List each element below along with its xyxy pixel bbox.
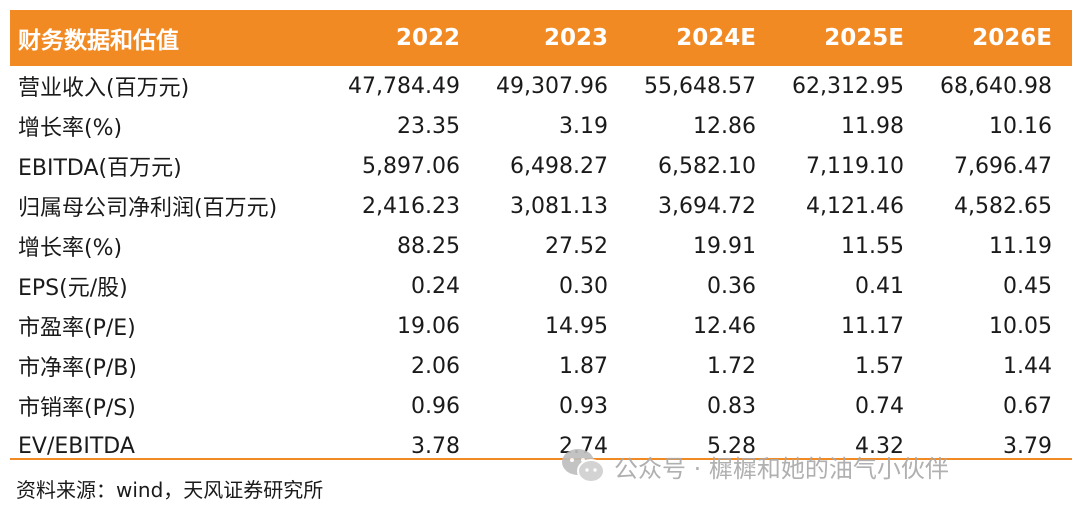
cell-value: 1.44: [1003, 353, 1052, 379]
cell-value: 14.95: [545, 313, 608, 339]
row-label: 市销率(P/S): [18, 396, 136, 421]
cell-value: 1.87: [559, 353, 608, 379]
table-row: 市净率(P/B) 2.06 1.87 1.72 1.57 1.44: [10, 346, 1072, 386]
cell-value: 4,121.46: [806, 193, 904, 219]
cell-value: 3,081.13: [510, 193, 608, 219]
cell-value: 11.19: [989, 233, 1052, 259]
cell-value: 0.36: [707, 273, 756, 299]
cell-value: 0.83: [707, 393, 756, 419]
table-row: EPS(元/股) 0.24 0.30 0.36 0.41 0.45: [10, 266, 1072, 306]
cell-value: 10.16: [989, 113, 1052, 139]
row-label: EBITDA(百万元): [18, 156, 182, 181]
cell-value: 11.17: [841, 313, 904, 339]
cell-value: 19.06: [397, 313, 460, 339]
cell-value: 68,640.98: [940, 73, 1052, 99]
cell-value: 3.79: [1003, 433, 1052, 459]
year-header: 2022: [395, 25, 460, 51]
row-label: EPS(元/股): [18, 276, 128, 301]
cell-value: 0.74: [855, 393, 904, 419]
cell-value: 7,696.47: [954, 153, 1052, 179]
table-row: 营业收入(百万元) 47,784.49 49,307.96 55,648.57 …: [10, 66, 1072, 106]
cell-value: 6,498.27: [510, 153, 608, 179]
cell-value: 1.57: [855, 353, 904, 379]
cell-value: 23.35: [397, 113, 460, 139]
watermark: 公众号 · 樨樨和她的油气小伙伴: [560, 446, 949, 486]
cell-value: 0.41: [855, 273, 904, 299]
cell-value: 62,312.95: [792, 73, 904, 99]
cell-value: 0.93: [559, 393, 608, 419]
cell-value: 19.91: [693, 233, 756, 259]
financial-table: 财务数据和估值 2022 2023 2024E 2025E 2026E 营业收入…: [10, 10, 1072, 466]
row-label: 营业收入(百万元): [18, 76, 190, 101]
cell-value: 6,582.10: [658, 153, 756, 179]
table-row: 增长率(%) 23.35 3.19 12.86 11.98 10.16: [10, 106, 1072, 146]
year-header: 2024E: [676, 25, 756, 51]
year-header: 2025E: [824, 25, 904, 51]
cell-value: 1.72: [707, 353, 756, 379]
cell-value: 55,648.57: [644, 73, 756, 99]
year-header: 2026E: [972, 25, 1052, 51]
table-row: 增长率(%) 88.25 27.52 19.91 11.55 11.19: [10, 226, 1072, 266]
cell-value: 0.24: [411, 273, 460, 299]
cell-value: 4,582.65: [954, 193, 1052, 219]
table-row: EV/EBITDA 3.78 2.74 5.28 4.32 3.79: [10, 426, 1072, 466]
cell-value: 12.46: [693, 313, 756, 339]
cell-value: 88.25: [397, 233, 460, 259]
cell-value: 2.06: [411, 353, 460, 379]
cell-value: 0.96: [411, 393, 460, 419]
source-note: 资料来源：wind，天风证券研究所: [16, 478, 324, 502]
cell-value: 0.67: [1003, 393, 1052, 419]
table-row: 归属母公司净利润(百万元) 2,416.23 3,081.13 3,694.72…: [10, 186, 1072, 226]
cell-value: 3.19: [559, 113, 608, 139]
cell-value: 7,119.10: [806, 153, 904, 179]
cell-value: 11.55: [841, 233, 904, 259]
cell-value: 12.86: [693, 113, 756, 139]
watermark-text: 公众号 · 樨樨和她的油气小伙伴: [614, 454, 949, 483]
row-label: 市盈率(P/E): [18, 316, 136, 341]
cell-value: 4.32: [855, 433, 904, 459]
table-header: 财务数据和估值 2022 2023 2024E 2025E 2026E: [10, 10, 1072, 66]
table-row: EBITDA(百万元) 5,897.06 6,498.27 6,582.10 7…: [10, 146, 1072, 186]
row-label: 增长率(%): [18, 116, 123, 141]
cell-value: 27.52: [545, 233, 608, 259]
cell-value: 10.05: [989, 313, 1052, 339]
cell-value: 5,897.06: [362, 153, 460, 179]
year-header: 2023: [543, 25, 608, 51]
row-label: 增长率(%): [18, 236, 123, 261]
row-label: 归属母公司净利润(百万元): [18, 196, 278, 221]
wechat-icon: [560, 446, 606, 486]
table-row: 市销率(P/S) 0.96 0.93 0.83 0.74 0.67: [10, 386, 1072, 426]
cell-value: 47,784.49: [348, 73, 460, 99]
cell-value: 5.28: [707, 433, 756, 459]
cell-value: 49,307.96: [496, 73, 608, 99]
cell-value: 3,694.72: [658, 193, 756, 219]
table-row: 市盈率(P/E) 19.06 14.95 12.46 11.17 10.05: [10, 306, 1072, 346]
cell-value: 2,416.23: [362, 193, 460, 219]
cell-value: 0.45: [1003, 273, 1052, 299]
row-label: EV/EBITDA: [18, 433, 135, 459]
table-title: 财务数据和估值: [18, 28, 179, 54]
cell-value: 11.98: [841, 113, 904, 139]
cell-value: 0.30: [559, 273, 608, 299]
cell-value: 3.78: [411, 433, 460, 459]
row-label: 市净率(P/B): [18, 356, 137, 381]
table-bottom-rule: [10, 458, 1072, 460]
